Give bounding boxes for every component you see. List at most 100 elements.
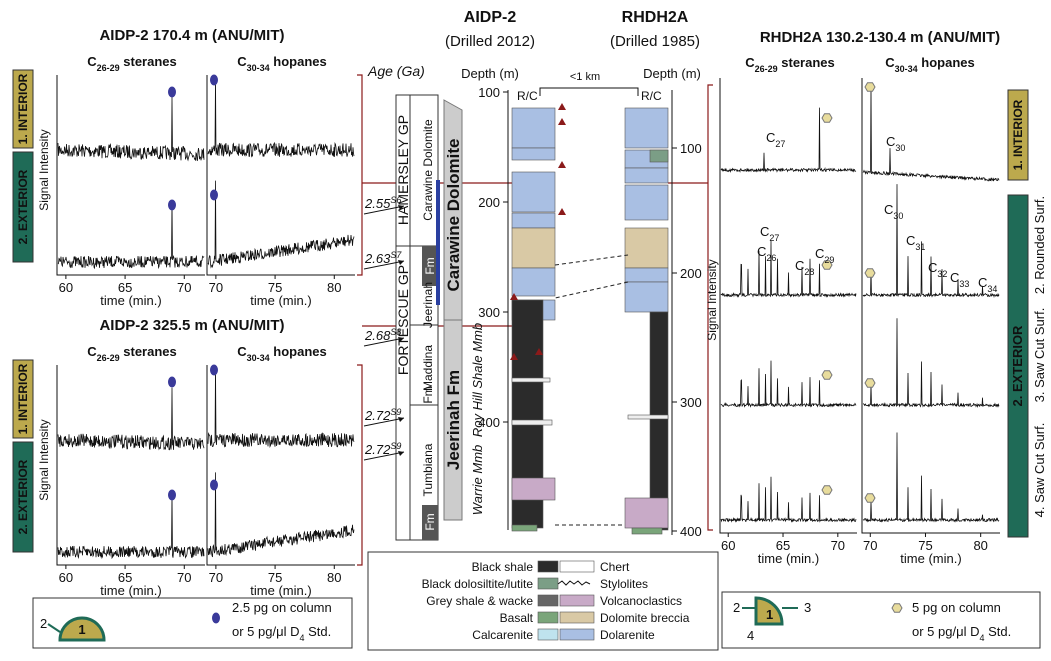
std-marker <box>168 86 176 98</box>
std-marker <box>864 378 876 388</box>
surface-label: 4. Saw Cut Surf. <box>1032 423 1047 518</box>
column-header: C30-34 hopanes <box>885 55 975 74</box>
marker <box>558 118 566 125</box>
x-tick-label: 70 <box>177 570 191 585</box>
text-part: 28 <box>804 267 814 277</box>
text-part: C <box>906 233 915 248</box>
x-tick-label: 65 <box>776 538 790 553</box>
chromatogram-trace <box>862 82 1000 182</box>
quarter-circle <box>754 596 784 626</box>
member-label: Warrie Mmb <box>470 445 485 516</box>
x-tick-label: 70 <box>863 538 877 553</box>
lithology-block <box>624 497 669 529</box>
lithology-block <box>537 611 559 624</box>
distance-bracket <box>539 87 639 96</box>
arrowhead <box>398 451 404 456</box>
column-header: C26-29 steranes <box>87 344 177 363</box>
text-part: hopanes <box>270 344 327 359</box>
legend-label: Dolomite breccia <box>600 611 690 625</box>
column-header: C30-34 hopanes <box>237 54 327 73</box>
lithology-block <box>511 107 556 149</box>
legend-label: Volcanoclastics <box>600 594 682 608</box>
text-part: C <box>87 344 97 359</box>
x-axis-label: time (min.) <box>100 293 161 308</box>
x-axis-label: time (min.) <box>900 551 961 566</box>
std-marker <box>168 376 176 388</box>
x-tick-label: 65 <box>118 280 132 295</box>
peak-label: C33 <box>950 270 969 289</box>
fm-dark <box>422 246 438 286</box>
lithology-block <box>511 267 556 297</box>
sample-label: 2. EXTERIOR <box>16 459 30 534</box>
legend-label: Calcarenite <box>472 628 533 642</box>
legend-label: Stylolites <box>600 577 648 591</box>
std-marker <box>168 489 176 501</box>
lithology-block <box>537 594 559 607</box>
sample-box <box>1007 89 1029 181</box>
legend-label: Dolarenite <box>600 628 655 642</box>
chromatogram-trace <box>862 318 1000 409</box>
std-marker <box>210 189 218 201</box>
age-arrow <box>363 260 405 270</box>
chromatogram-trace <box>720 107 857 174</box>
depth-header: Depth (m) <box>643 66 701 81</box>
plot-frame <box>56 365 205 566</box>
depth-tick-label: 300 <box>680 395 702 410</box>
x-tick-label: 75 <box>918 538 932 553</box>
text-part: C <box>760 224 769 239</box>
x-tick-label: 75 <box>268 280 282 295</box>
text-part: Std. <box>984 624 1011 639</box>
surface-label: 2. Rounded Surf. <box>1032 196 1047 294</box>
formation-label: Fm <box>423 513 437 530</box>
text-part: C <box>745 55 755 70</box>
text-part: S9 <box>390 407 401 417</box>
text-part: hopanes <box>918 55 975 70</box>
std-marker <box>168 199 176 211</box>
y-axis-label: Signal Intensity <box>705 259 719 340</box>
age-arrow <box>363 205 405 215</box>
std-marker <box>821 113 833 123</box>
core-date: (Drilled 1985) <box>610 33 700 50</box>
text-part: C <box>795 258 804 273</box>
age-arrow <box>363 451 405 461</box>
age-arrow <box>363 417 405 427</box>
plot-frame <box>206 75 355 276</box>
blue-bar <box>436 180 440 305</box>
text-part: C <box>950 270 959 285</box>
chromatogram-trace <box>57 493 205 560</box>
text-part: 26 <box>766 253 776 263</box>
distance-label: <1 km <box>570 71 600 83</box>
peak-label: C32 <box>928 260 947 279</box>
formation-label: Carawine Dolomite <box>421 119 435 221</box>
legend-label: 3 <box>804 600 811 615</box>
text-part: 4 <box>979 633 984 643</box>
leader <box>47 623 61 633</box>
text-part: C <box>928 260 937 275</box>
marker <box>510 293 518 300</box>
sample-label: 2. EXTERIOR <box>1010 325 1025 407</box>
marker <box>535 348 543 355</box>
rc-label: R/C <box>517 89 538 103</box>
layout <box>32 74 1041 651</box>
text-part: C <box>978 275 987 290</box>
text-part: C <box>815 246 824 261</box>
chromatogram-trace <box>207 472 355 558</box>
legend-text: or 5 pg/μl D4 Std. <box>912 624 1011 643</box>
correlation-arrow <box>554 281 629 299</box>
chromatogram-trace <box>862 432 1000 523</box>
column-header: C30-34 hopanes <box>237 344 327 363</box>
marker <box>558 208 566 215</box>
age-label: 2.63S7 <box>364 250 402 266</box>
legend-box <box>32 597 353 649</box>
surface-label: 3. Saw Cut Surf. <box>1032 308 1047 403</box>
x-tick-label: 70 <box>177 280 191 295</box>
age-label: 2.72S9 <box>364 407 401 423</box>
chromatogram-trace <box>720 240 857 298</box>
semicircle <box>58 616 106 642</box>
legend-text: 5 pg on column <box>912 600 1001 615</box>
x-tick-label: 80 <box>327 280 341 295</box>
lithology-block <box>631 527 663 535</box>
lithology-block <box>511 212 556 229</box>
text-part: steranes <box>120 54 177 69</box>
chromatogram-trace <box>720 360 857 408</box>
